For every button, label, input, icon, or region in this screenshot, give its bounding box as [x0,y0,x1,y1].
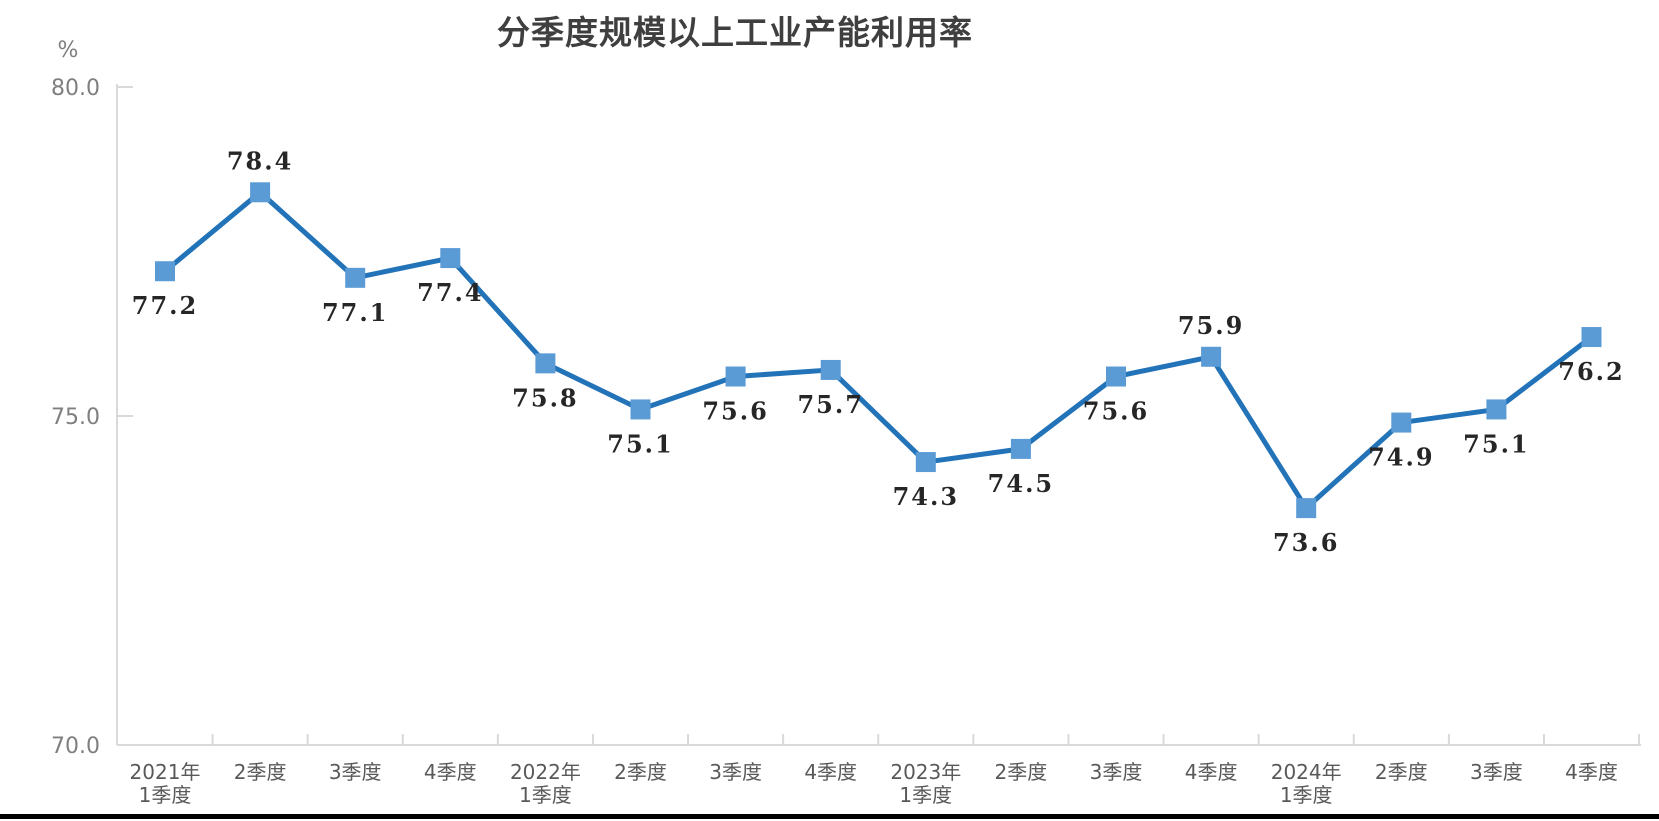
data-label: 76.2 [1558,357,1624,386]
data-point-marker [1581,327,1602,348]
data-point-marker [535,353,556,374]
y-axis-unit-label: % [57,38,79,63]
data-label: 75.1 [1463,429,1529,458]
data-label: 75.6 [702,397,768,426]
data-label: 73.6 [1273,528,1339,557]
data-label: 75.9 [1178,311,1244,340]
x-tick-label: 2021年 1季度 [130,760,201,807]
x-tick-label: 4季度 [804,760,857,784]
data-point-marker [725,366,746,387]
x-tick-label: 2季度 [234,760,287,784]
data-label: 75.6 [1083,397,1149,426]
data-point-marker [1106,366,1126,387]
x-tick-label: 4季度 [1565,760,1618,784]
data-point-marker [250,182,271,203]
x-tick-label: 2022年 1季度 [510,760,581,807]
x-tick-label: 2季度 [614,760,667,784]
x-tick-label: 4季度 [424,760,477,784]
data-point-marker [1201,346,1222,367]
bottom-border-bar [0,814,1659,819]
x-tick-label: 3季度 [329,760,382,784]
x-tick-label: 4季度 [1185,760,1238,784]
x-tick-label: 3季度 [709,760,762,784]
x-tick-label: 2023年 1季度 [890,760,961,807]
data-label: 78.4 [227,146,293,175]
series-line [162,189,1594,511]
data-label: 74.5 [988,469,1054,498]
data-label: 77.1 [322,298,388,327]
data-point-marker [820,359,841,380]
chart-title: 分季度规模以上工业产能利用率 [497,13,973,52]
data-label: 75.7 [797,390,863,419]
y-tick-label: 80.0 [51,76,100,101]
data-point-marker [1010,438,1031,459]
data-label: 74.3 [893,482,959,511]
data-point-marker [915,452,936,473]
x-tick-label: 2季度 [1375,760,1428,784]
data-label: 77.2 [132,291,198,320]
data-point-marker [1391,412,1412,433]
data-label: 77.4 [417,278,483,307]
y-tick-label: 70.0 [51,734,100,759]
data-point-marker [155,261,175,282]
y-tick-label: 75.0 [51,405,100,430]
data-label: 75.1 [607,429,673,458]
x-tick-label: 3季度 [1470,760,1523,784]
data-point-marker [1296,498,1317,519]
data-point-marker [1486,399,1507,420]
data-point-marker [440,248,461,269]
data-label: 74.9 [1368,443,1434,472]
x-tick-label: 2季度 [995,760,1048,784]
data-label: 75.8 [512,383,578,412]
x-tick-label: 2024年 1季度 [1271,760,1342,807]
data-point-marker [345,267,366,288]
x-tick-label: 3季度 [1090,760,1143,784]
data-point-marker [630,399,651,420]
